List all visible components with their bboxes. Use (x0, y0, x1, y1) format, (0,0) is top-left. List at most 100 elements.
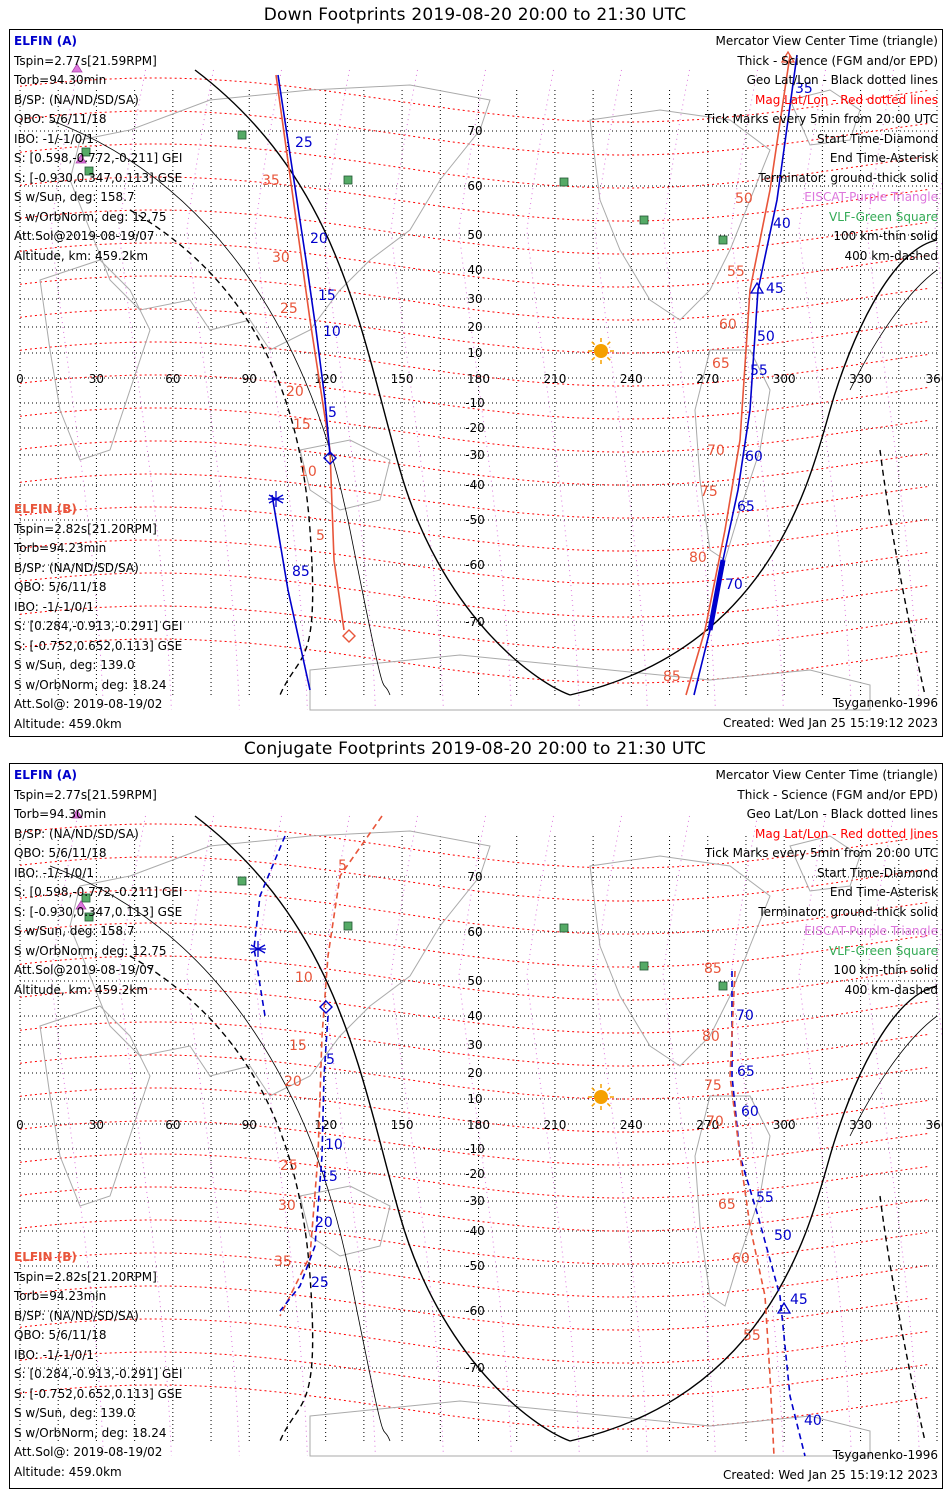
mag-lat-line (19, 77, 931, 123)
tick-mark-label: 75 (700, 484, 718, 500)
conjugate-footprints-map[interactable]: 0 30 60 90 120 150 180 210 240 270 300 330 360 70 60 50… (10, 764, 942, 1488)
mag-lat-line (19, 1318, 931, 1364)
model-name: Tsyganenko-1996 (832, 696, 938, 710)
lon-label: 240 (620, 1118, 643, 1132)
mag-lat-line (19, 1252, 931, 1298)
info-line: QBO: 5/6/11/18 (14, 1328, 107, 1342)
lon-label: 360 (926, 1118, 942, 1132)
continent-outline (694, 349, 771, 561)
mag-lat-line (19, 638, 931, 684)
mag-lat-line (19, 143, 931, 189)
legend-line: Mag Lat/Lon - Red dotted lines (754, 826, 938, 841)
elfin-a-science-segment (707, 559, 726, 631)
mag-lon-line (458, 69, 512, 711)
legend-line: Geo Lat/Lon - Black dotted lines (746, 807, 938, 821)
continent-outline (789, 89, 861, 146)
lon-label: 210 (543, 1118, 566, 1132)
info-line: S: [-0.752,0.652,0.113] GSE (14, 638, 183, 653)
mag-lon-line (390, 69, 444, 711)
view-center-triangle (749, 281, 765, 294)
tick-mark-label: 70 (736, 1008, 754, 1024)
tick-mark-label: 65 (712, 356, 730, 372)
lat-label: 40 (467, 1009, 482, 1023)
vlf-station-square (639, 215, 649, 225)
legend-line: End Time-Asterisk (829, 885, 938, 899)
lat-label: 10 (467, 1092, 482, 1106)
continent-outline (39, 259, 151, 461)
terminator-ground (569, 239, 938, 696)
mag-lon-line (594, 815, 648, 1457)
mag-lat-line (19, 572, 931, 618)
info-line: S w/OrbNorm, deg: 12.75 (14, 209, 167, 224)
mag-lat-line (19, 955, 931, 1001)
tick-mark-label: 85 (704, 961, 722, 977)
vlf-station-square (84, 166, 94, 176)
elfin-a-track (731, 971, 806, 1457)
sun-ray (606, 1102, 611, 1107)
elfin-b-track (279, 815, 383, 1317)
mag-lat-line (19, 1351, 931, 1397)
tick-mark-label: 35 (274, 1254, 292, 1270)
mag-lat-line (19, 473, 931, 519)
down-footprints-map[interactable]: 0306090120150180210240270300330360706050… (10, 30, 942, 736)
info-line: S: [0.598,-0.772,-0.211] GEI (14, 151, 183, 165)
legend: Mercator View Center Time (triangle) Thi… (705, 32, 938, 266)
vlf-station-square (559, 177, 569, 187)
lat-label: -50 (465, 513, 485, 527)
tick-mark-label: 25 (280, 301, 298, 317)
lat-label: 70 (467, 124, 482, 138)
tick-mark-label: 25 (295, 135, 313, 151)
lat-label: -50 (465, 1259, 485, 1273)
mag-lat-line (19, 1384, 931, 1430)
lat-label: 20 (467, 320, 482, 334)
info-line: Att.Sol@: 2019-08-19/02 (14, 1445, 163, 1459)
lon-label: 30 (89, 1118, 104, 1132)
sun-ray (606, 356, 611, 361)
mag-lat-line (19, 176, 931, 222)
continent-outline (589, 855, 771, 1067)
elfin-a-track (253, 835, 286, 1017)
lat-label: -40 (465, 1224, 485, 1238)
info-line: S w/OrbNorm, deg: 12.75 (14, 943, 167, 958)
info-line: S w/Sun, deg: 158.7 (14, 924, 135, 938)
lat-label: 30 (467, 292, 482, 306)
lon-label: 180 (467, 1118, 490, 1132)
mag-lat-line (19, 1087, 931, 1133)
tick-mark-label: 55 (750, 363, 768, 379)
lon-label: 270 (696, 1118, 719, 1132)
mag-lat-line (19, 1054, 931, 1100)
tick-mark-label: 60 (745, 449, 763, 465)
lat-label: 60 (467, 925, 482, 939)
lat-label: 30 (467, 1038, 482, 1052)
eiscat-purple-triangle (71, 809, 83, 819)
eiscat-purple-triangle (75, 154, 87, 164)
tick-mark-label: 65 (718, 1197, 736, 1213)
elfin-b-track (685, 54, 791, 696)
lon-label: 330 (849, 372, 872, 386)
continent-outline (39, 1005, 151, 1207)
tick-mark-label: 50 (757, 329, 775, 345)
mag-lat-line (19, 1285, 931, 1331)
tick-mark-label: 40 (773, 216, 791, 232)
tick-mark-label: 10 (295, 970, 313, 986)
sun-icon (594, 344, 608, 358)
mag-lat-line (19, 605, 931, 651)
altitude-400km (129, 955, 314, 1442)
lon-label: 300 (773, 1118, 796, 1132)
elfin-b-track (729, 970, 775, 1457)
legend-line: VLF-Green Square (829, 943, 938, 958)
model-name: Tsyganenko-1996 (832, 1448, 938, 1462)
mag-lat-line (19, 1021, 931, 1067)
mag-lat-line (19, 922, 931, 968)
info-line: Torb=94.30min (14, 807, 107, 821)
info-line: Torb=94.23min (14, 541, 107, 555)
lon-label: 0 (16, 372, 24, 386)
legend-line: Thick - Science (FGM and/or EPD) (737, 53, 938, 68)
elfin-a-info: ELFIN (A) Tspin=2.77s[21.59RPM] Torb=94.… (14, 32, 182, 266)
tick-mark-label: 15 (318, 288, 336, 304)
start-time-diamond (323, 451, 337, 465)
mag-lat-line (19, 209, 931, 255)
legend-line: Terminator: ground-thick solid (758, 904, 938, 919)
tick-mark-label: 70 (706, 1114, 724, 1130)
legend-line: Terminator: ground-thick solid (758, 170, 938, 185)
